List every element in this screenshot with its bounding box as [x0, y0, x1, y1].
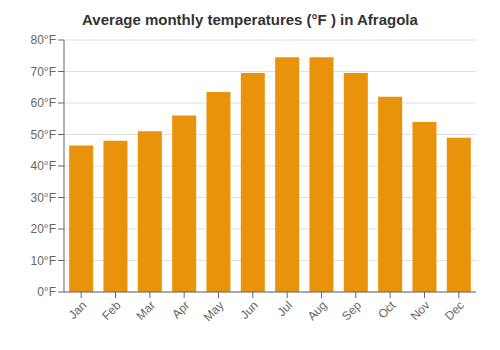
html-text:Average monthly temperatures (: Average monthly temperatures (°F ) in Af…	[82, 11, 418, 28]
svg-text:Aug: Aug	[305, 298, 330, 323]
svg-text:Dec: Dec	[442, 298, 467, 323]
svg-text:0°F: 0°F	[37, 285, 56, 299]
svg-text:30°F: 30°F	[31, 191, 56, 205]
svg-text:Mar: Mar	[133, 298, 158, 323]
svg-text:Oct: Oct	[375, 298, 399, 322]
svg-text:70°F: 70°F	[31, 65, 56, 79]
svg-text:Jan: Jan	[66, 298, 90, 322]
svg-text:Sep: Sep	[339, 298, 364, 323]
svg-text:Nov: Nov	[408, 298, 433, 323]
svg-text:Apr: Apr	[169, 298, 192, 321]
svg-text:20°F: 20°F	[31, 222, 56, 236]
svg-text:10°F: 10°F	[31, 254, 56, 268]
svg-text:50°F: 50°F	[31, 128, 56, 142]
svg-text:Jun: Jun	[237, 298, 261, 322]
svg-text:May: May	[201, 298, 227, 324]
svg-text:40°F: 40°F	[31, 159, 56, 173]
svg-text:Jul: Jul	[275, 298, 296, 319]
svg-text:80°F: 80°F	[31, 33, 56, 47]
svg-text:Feb: Feb	[99, 298, 124, 323]
svg-text:60°F: 60°F	[31, 96, 56, 110]
